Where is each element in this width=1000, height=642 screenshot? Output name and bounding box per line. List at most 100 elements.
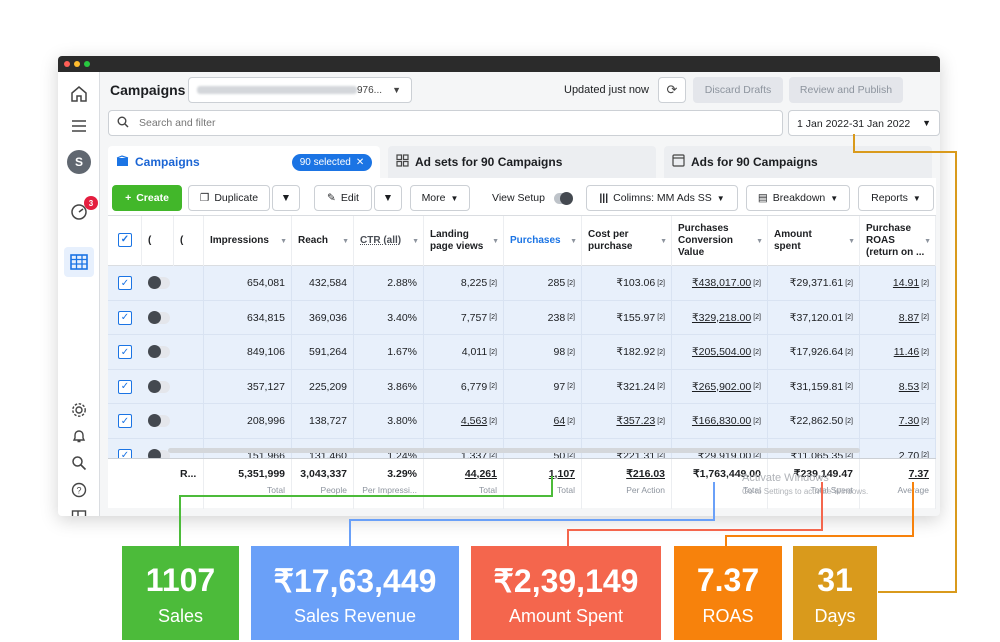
col-impressions-label: Impressions — [210, 235, 269, 246]
chevron-down-icon: ▼ — [912, 193, 921, 203]
chevron-down-icon: ▼ — [280, 192, 292, 204]
maximize-window-dot[interactable] — [84, 61, 90, 67]
row-checkbox[interactable]: ✓ — [118, 379, 132, 394]
table-row[interactable]: ✓ 634,815 369,036 3.40% 7,757 [2] 238 [2] ₹155.9… — [108, 300, 936, 335]
panel-toggle-icon[interactable] — [69, 507, 89, 516]
cell-cpp-value: ₹321.24 — [616, 380, 656, 393]
row-status-toggle[interactable] — [148, 448, 170, 458]
folder-icon — [116, 154, 129, 170]
tab-adsets[interactable]: Ad sets for 90 Campaigns — [388, 146, 656, 178]
selected-pill[interactable]: 90 selected ✕ — [291, 153, 373, 171]
duplicate-button[interactable]: ❐ Duplicate — [188, 185, 270, 211]
date-range-picker[interactable]: 1 Jan 2022-31 Jan 2022 ▼ — [788, 110, 940, 136]
card-days-label: Days — [814, 606, 856, 626]
col-purchase-roas[interactable]: Purchase ROAS (return on ... ▼ — [860, 216, 936, 266]
close-window-dot[interactable] — [64, 61, 70, 67]
duplicate-dropdown-button[interactable]: ▼ — [272, 185, 300, 211]
row-checkbox[interactable]: ✓ — [118, 345, 132, 359]
review-publish-button[interactable]: Review and Publish — [789, 77, 903, 103]
cell-purchases-value: 97 — [553, 380, 566, 393]
cell-ctr: 3.80% — [354, 404, 424, 439]
home-icon[interactable] — [69, 84, 89, 104]
col-reach[interactable]: Reach ▼ — [292, 216, 354, 266]
row-status-toggle[interactable] — [148, 276, 170, 289]
total-ctr-caption: Per Impressi... — [362, 485, 417, 495]
tab-campaigns[interactable]: Campaigns 90 selected ✕ — [108, 146, 380, 178]
total-roas-value[interactable]: 7.37 — [908, 468, 929, 480]
card-sales-value: 1107 — [145, 562, 216, 598]
col-purchase-conversion-value[interactable]: Purchases Conversion Value ▼ — [672, 216, 768, 266]
more-button[interactable]: More ▼ — [410, 185, 470, 211]
chevron-down-icon: ▼ — [392, 85, 401, 95]
col-purchases[interactable]: Purchases ▼ — [504, 216, 582, 266]
bell-icon[interactable] — [69, 426, 89, 446]
create-button[interactable]: + Create — [112, 185, 182, 211]
settings-gear-icon[interactable] — [69, 400, 89, 420]
col-cost-per-purchase[interactable]: Cost per purchase ▼ — [582, 216, 672, 266]
card-sales-revenue-value: ₹17,63,449 — [273, 563, 437, 599]
total-roas: 7.37 Average — [860, 459, 936, 509]
edit-dropdown-button[interactable]: ▼ — [374, 185, 402, 211]
table-row[interactable]: ✓ 654,081 432,584 2.88% 8,225 [2] 285 [2] ₹103.0… — [108, 266, 936, 301]
reports-dropdown[interactable]: Reports ▼ — [858, 185, 934, 211]
select-all-checkbox[interactable]: ✓ — [118, 233, 132, 247]
discard-drafts-button[interactable]: Discard Drafts — [693, 77, 783, 103]
help-icon[interactable]: ? — [69, 480, 89, 500]
row-status-toggle[interactable] — [148, 414, 170, 427]
tab-ads[interactable]: Ads for 90 Campaigns — [664, 146, 932, 178]
edit-button[interactable]: ✎ Edit — [314, 185, 372, 211]
ads-manager-table-icon[interactable] — [69, 252, 89, 272]
total-impressions-value: 5,351,999 — [238, 468, 285, 480]
cell-roas-value: 8.53 — [898, 380, 920, 393]
chevron-down-icon: ▼ — [830, 193, 839, 203]
footnote-mark: [2] — [921, 279, 929, 287]
avatar[interactable]: S — [67, 150, 91, 174]
cell-ctr: 2.88% — [354, 266, 424, 301]
card-sales-label: Sales — [157, 606, 204, 626]
cell-landing: 4,011 [2] — [424, 335, 504, 370]
total-landing-value[interactable]: 44,261 — [464, 468, 497, 480]
row-status-cell — [174, 300, 204, 335]
row-checkbox[interactable]: ✓ — [118, 276, 132, 290]
total-amount-value: ₹239,149.47 — [793, 468, 853, 480]
main-area: Campaigns 976... ▼ Updated just now ⟳ Di… — [100, 72, 940, 516]
total-purchases: 1,107 Total — [504, 459, 582, 509]
total-cpp-caption: Per Action — [626, 485, 665, 495]
row-checkbox[interactable]: ✓ — [118, 448, 132, 458]
view-setup-toggle[interactable] — [554, 192, 573, 205]
active-nav-highlight — [64, 247, 94, 277]
total-cpp-value[interactable]: ₹216.03 — [626, 468, 665, 480]
columns-dropdown[interactable]: ||| Colimns: MM Ads SS ▼ — [586, 185, 738, 211]
col-status[interactable]: ( — [174, 216, 204, 266]
clear-selection-icon[interactable]: ✕ — [355, 156, 365, 168]
table-row[interactable]: ✓ 849,106 591,264 1.67% 4,011 [2] 98 [2] ₹182.92… — [108, 335, 936, 370]
cell-landing-value: 4,563 — [460, 415, 488, 428]
col-impressions[interactable]: Impressions ▼ — [204, 216, 292, 266]
col-amount-spent[interactable]: Amount spent ▼ — [768, 216, 860, 266]
table-row[interactable]: ✓ 208,996 138,727 3.80% 4,563 [2] 64 [2] ₹357.23… — [108, 404, 936, 439]
cell-amount: ₹37,120.01 [2] — [768, 300, 860, 335]
dashboard-gauge-icon[interactable] — [69, 202, 89, 222]
footnote-mark: [2] — [489, 348, 497, 356]
col-landing-page-views[interactable]: Landing page views ▼ — [424, 216, 504, 266]
row-status-toggle[interactable] — [148, 310, 170, 324]
col-toggle[interactable]: ( — [142, 216, 174, 266]
refresh-button[interactable]: ⟳ — [658, 77, 686, 103]
minimize-window-dot[interactable] — [74, 61, 80, 67]
row-checkbox[interactable]: ✓ — [118, 414, 132, 428]
total-amount: ₹239,149.47 Total Spent — [768, 459, 860, 509]
total-purchases-value[interactable]: 1,107 — [548, 468, 575, 480]
search-icon[interactable] — [69, 453, 89, 473]
cell-pcv: ₹438,017.00 [2] — [672, 266, 768, 301]
menu-icon[interactable] — [69, 116, 89, 136]
table-row[interactable]: ✓ 357,127 225,209 3.86% 6,779 [2] 97 [2] ₹321.24… — [108, 369, 936, 404]
col-ctr[interactable]: CTR (all) ▼ — [354, 216, 424, 266]
row-status-toggle[interactable] — [148, 379, 170, 393]
card-roas-label: ROAS — [702, 606, 754, 626]
account-dropdown[interactable]: 976... ▼ — [188, 77, 412, 103]
breakdown-dropdown[interactable]: ▤ Breakdown ▼ — [746, 185, 850, 211]
horizontal-scrollbar[interactable] — [168, 448, 860, 453]
search-input[interactable] — [139, 115, 739, 131]
row-checkbox[interactable]: ✓ — [118, 310, 132, 325]
row-status-toggle[interactable] — [148, 345, 170, 358]
